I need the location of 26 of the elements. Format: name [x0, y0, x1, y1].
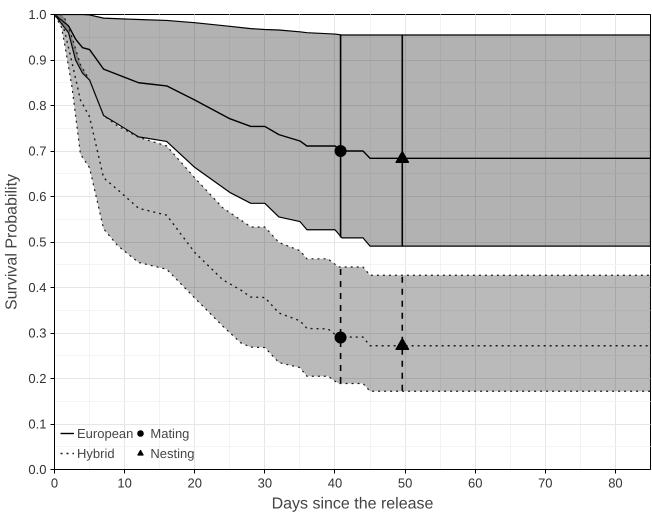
- x-tick-label: 20: [188, 476, 202, 490]
- x-tick-label: 50: [398, 476, 412, 490]
- y-tick-label: 0.9: [28, 52, 47, 68]
- legend-label: European: [77, 426, 134, 440]
- y-tick-label: 1.0: [28, 7, 47, 22]
- x-tick-label: 10: [117, 476, 132, 490]
- y-tick-label: 0.7: [28, 144, 47, 158]
- y-tick-label: 0.6: [28, 189, 47, 204]
- legend-label: Mating: [150, 426, 190, 440]
- y-tick-label: 0.3: [28, 326, 47, 340]
- legend-label: Nesting: [150, 446, 194, 460]
- x-tick-label: 70: [538, 476, 553, 490]
- y-tick-label: 0.2: [28, 371, 47, 386]
- y-tick-label: 0.8: [28, 98, 47, 113]
- x-axis-title: Days since the release: [272, 496, 434, 512]
- x-tick-label: 0: [50, 476, 58, 490]
- x-tick-label: 60: [468, 476, 482, 490]
- x-tick-label: 80: [608, 476, 623, 490]
- x-tick-label: 30: [258, 476, 272, 490]
- x-tick-label: 40: [328, 476, 342, 490]
- y-tick-label: 0.4: [28, 280, 47, 295]
- y-tick-label: 0.5: [28, 234, 47, 250]
- y-tick-label: 0.1: [28, 416, 47, 432]
- y-tick-label: 0.0: [28, 462, 47, 477]
- legend-label: Hybrid: [77, 446, 115, 460]
- y-axis-title: Survival Probability: [3, 174, 20, 310]
